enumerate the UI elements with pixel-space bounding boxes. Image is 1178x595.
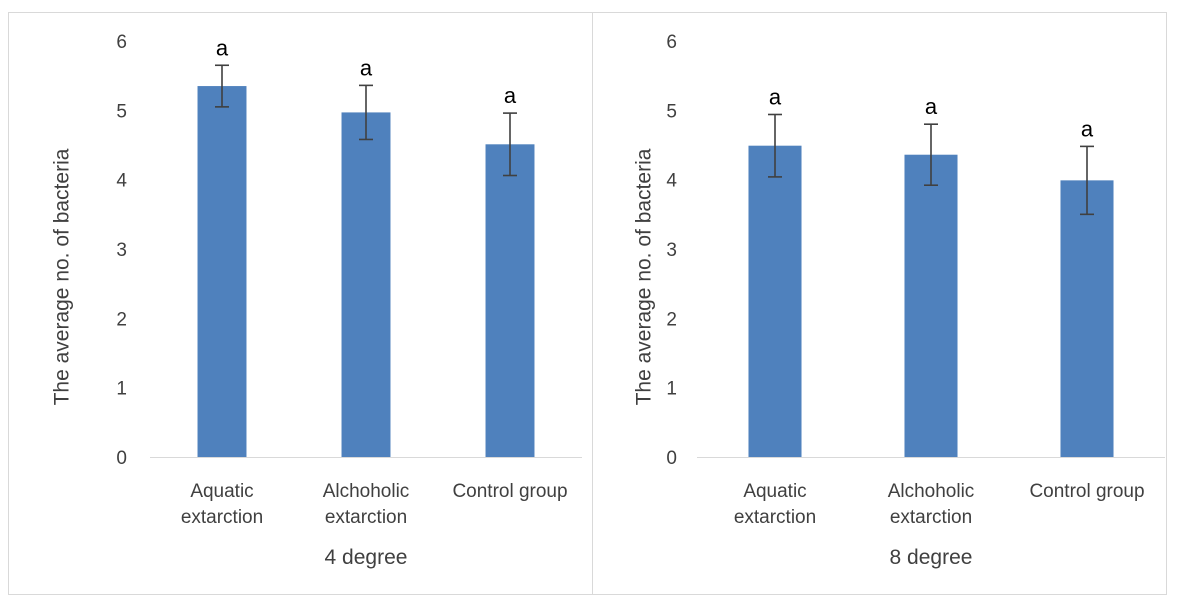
data-label: a <box>925 94 938 119</box>
data-label-group: a a a <box>216 35 517 108</box>
y-axis-ticks: 0 1 2 3 4 5 6 <box>666 32 677 469</box>
error-bar-group <box>768 113 1094 216</box>
bar-group <box>748 145 1114 458</box>
y-axis-label: The average no. of bacteria <box>633 148 656 405</box>
data-label-group: a a a <box>769 84 1094 141</box>
error-bar <box>359 84 373 141</box>
bar <box>341 112 391 457</box>
x-tick-label: extarction <box>890 507 972 528</box>
error-bar-group <box>215 64 517 177</box>
data-label: a <box>1081 116 1094 141</box>
x-tick-label: Aquatic <box>743 481 806 502</box>
error-bar <box>1080 145 1094 216</box>
error-bar <box>924 123 938 187</box>
x-tick-label: Control group <box>1029 481 1144 502</box>
y-tick-label: 3 <box>666 240 677 261</box>
y-tick-label: 6 <box>666 32 677 53</box>
data-label: a <box>504 83 517 108</box>
x-tick-label: extarction <box>181 507 263 528</box>
y-tick-label: 4 <box>116 171 127 192</box>
y-tick-label: 2 <box>666 309 677 330</box>
x-tick-label: Alchoholic <box>888 481 975 502</box>
x-axis-label: 8 degree <box>890 546 973 569</box>
bar <box>485 144 535 457</box>
category-label-group: Aquatic extarction Alchoholic extarction Con… <box>181 481 568 528</box>
y-axis-label: The average no. of bacteria <box>51 148 74 405</box>
data-label: a <box>360 55 373 80</box>
x-tick-label: extarction <box>734 507 816 528</box>
y-tick-label: 6 <box>116 32 127 53</box>
bar <box>748 145 802 457</box>
x-tick-label: extarction <box>325 507 407 528</box>
y-tick-label: 4 <box>666 171 677 192</box>
y-tick-label: 1 <box>116 379 127 400</box>
x-tick-label: Alchoholic <box>323 481 410 502</box>
x-tick-label: Control group <box>452 481 567 502</box>
data-label: a <box>769 84 782 109</box>
bar <box>1060 180 1114 458</box>
y-tick-label: 3 <box>116 240 127 261</box>
bar <box>904 154 958 457</box>
y-tick-label: 0 <box>666 448 677 469</box>
bar-group <box>197 86 535 458</box>
x-axis-label: 4 degree <box>325 546 408 569</box>
y-tick-label: 5 <box>666 101 677 122</box>
data-label: a <box>216 35 229 60</box>
error-bar <box>768 113 782 178</box>
y-axis-ticks: 0 1 2 3 4 5 6 <box>116 32 127 469</box>
x-tick-label: Aquatic <box>190 481 253 502</box>
error-bar <box>503 112 517 177</box>
category-label-group: Aquatic extarction Alchoholic extarction Con… <box>734 481 1145 528</box>
bar <box>197 86 247 458</box>
chart-panel-8-degree: 0 1 2 3 4 5 6 a a a Aquatic extarction Alchoholic e… <box>633 32 1165 569</box>
chart-panel-4-degree: 0 1 2 3 4 5 6 a a a Aquatic extarction Alchoholic e… <box>51 32 582 569</box>
y-tick-label: 0 <box>116 448 127 469</box>
y-tick-label: 2 <box>116 309 127 330</box>
y-tick-label: 1 <box>666 379 677 400</box>
y-tick-label: 5 <box>116 101 127 122</box>
error-bar <box>215 64 229 108</box>
